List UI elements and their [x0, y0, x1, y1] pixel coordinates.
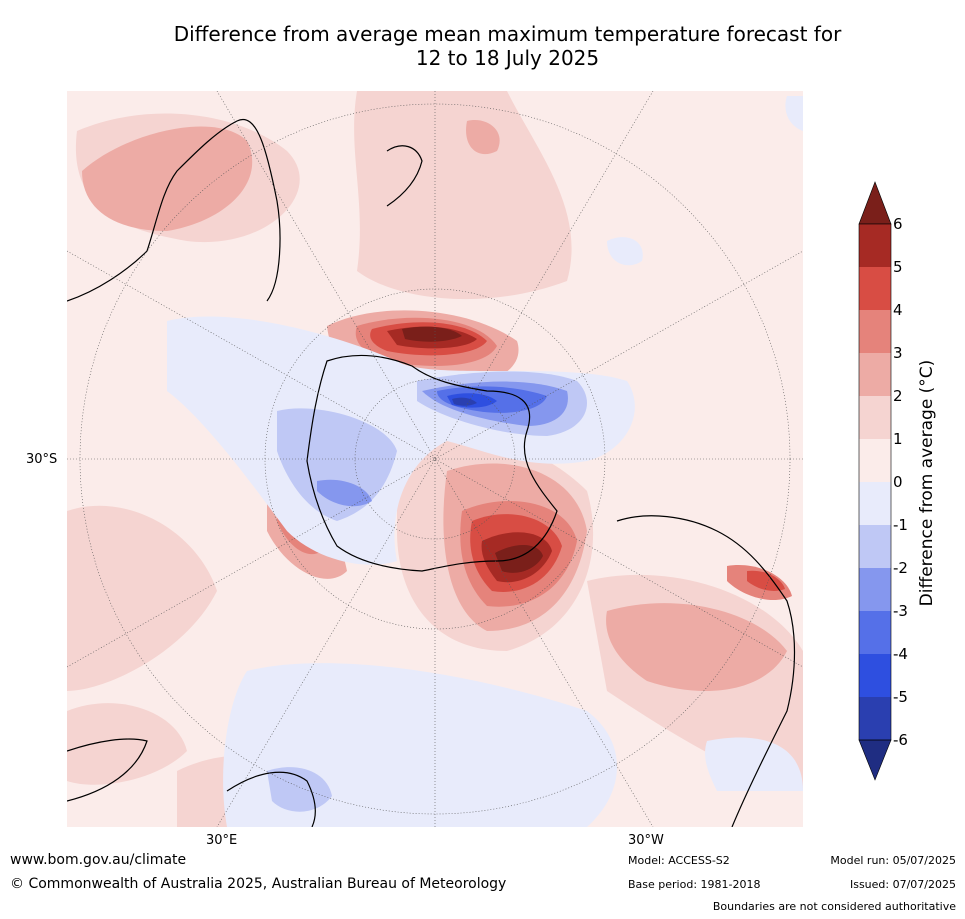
colorbar-tick-2: 2	[893, 387, 903, 405]
title-line-1: Difference from average mean maximum tem…	[173, 22, 842, 46]
chart-title: Difference from average mean maximum tem…	[40, 22, 965, 70]
lon-label-30w: 30°W	[628, 833, 664, 848]
colorbar-tick-0: 0	[893, 473, 903, 491]
graticule	[67, 91, 803, 827]
footer-model-run: Model run: 05/07/2025	[830, 854, 956, 867]
anomaly-neg2-neg3-west	[317, 479, 372, 507]
anomaly-neg1-neg2-south	[267, 767, 332, 812]
anomaly-2-3-south-america	[606, 603, 787, 691]
lon-label-30e: 30°E	[206, 833, 238, 848]
colorbar-tick-neg4: -4	[893, 645, 908, 663]
coast-south-africa	[226, 771, 316, 827]
colorbar-tick-neg6: -6	[893, 731, 908, 749]
anomaly-0-neg1-small-east	[607, 237, 643, 266]
map-svg	[67, 91, 803, 827]
footer-model: Model: ACCESS-S2	[628, 854, 730, 867]
colorbar-above-6	[858, 181, 892, 225]
coastlines	[67, 118, 796, 827]
colorbar-tick-5: 5	[893, 258, 903, 276]
coast-new-zealand	[386, 145, 423, 207]
colorbar-5-6	[859, 224, 891, 267]
colorbar-outline	[858, 223, 892, 741]
colorbar-tick-4: 4	[893, 301, 903, 319]
colorbar-neg6-neg5	[859, 697, 891, 740]
coast-australia	[67, 118, 281, 302]
coast-antarctica	[306, 354, 558, 572]
title-line-2: 12 to 18 July 2025	[415, 46, 600, 70]
colorbar-tick-neg1: -1	[893, 516, 908, 534]
colorbar-1-2	[859, 396, 891, 439]
footer-disclaimer: Boundaries are not considered authoritat…	[712, 900, 956, 913]
colorbar-neg1-0	[859, 482, 891, 525]
anomaly-2-3-northwest	[82, 126, 253, 231]
anomaly-0-neg1-corner	[785, 96, 803, 131]
colorbar-3-4	[859, 310, 891, 353]
colorbar	[858, 181, 892, 781]
footer-base-period: Base period: 1981-2018	[628, 878, 761, 891]
anomaly-1-2-southwest	[67, 703, 187, 785]
colorbar-neg3-neg2	[859, 568, 891, 611]
colorbar-tick-neg2: -2	[893, 559, 908, 577]
coast-madagascar	[67, 738, 148, 802]
colorbar-2-3	[859, 353, 891, 396]
colorbar-4-5	[859, 267, 891, 310]
footer-copyright: © Commonwealth of Australia 2025, Austra…	[10, 876, 507, 892]
coast-south-america	[616, 515, 796, 827]
colorbar-tick-1: 1	[893, 430, 903, 448]
colorbar-below-neg6	[858, 739, 892, 781]
temperature-anomaly-map[interactable]	[67, 91, 803, 827]
lat-label-30s: 30°S	[26, 452, 58, 467]
colorbar-label: Difference from average (°C)	[917, 359, 937, 607]
colorbar-neg2-neg1	[859, 525, 891, 568]
colorbar-tick-neg3: -3	[893, 602, 908, 620]
anomaly-1-2-north	[354, 91, 572, 300]
colorbar-tick-6: 6	[893, 215, 903, 233]
colorbar-neg4-neg3	[859, 611, 891, 654]
anomaly-4-5-south-america	[747, 570, 785, 592]
anomaly-0-neg1-southeast	[705, 737, 803, 791]
anomaly-above-6-north	[402, 326, 462, 342]
footer-url[interactable]: www.bom.gov.au/climate	[10, 852, 187, 868]
footer-issued: Issued: 07/07/2025	[849, 878, 956, 891]
colorbar-neg5-neg4	[859, 654, 891, 697]
anomaly-2-3-north-small	[466, 120, 500, 155]
colorbar-0-1	[859, 439, 891, 482]
colorbar-tick-3: 3	[893, 344, 903, 362]
colorbar-tick-neg5: -5	[893, 688, 908, 706]
anomaly-above-6-southeast	[495, 545, 543, 573]
anomaly-1-2-west	[67, 505, 217, 691]
anomaly-neg1-neg2-west-antarctic	[277, 408, 397, 521]
anomaly-neg5-neg6-ross	[452, 397, 477, 406]
